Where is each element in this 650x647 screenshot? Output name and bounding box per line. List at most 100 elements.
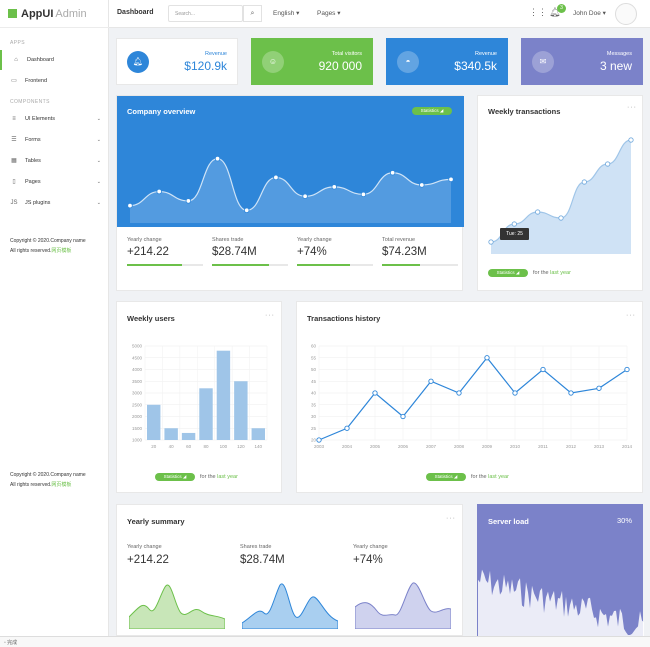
tag-label: Statistics (420, 108, 439, 113)
sidebar-item-label: Frontend (25, 78, 48, 84)
chevron-down-icon: ⌄ (96, 137, 101, 143)
notification-badge: 3 (557, 4, 566, 13)
y-tick-label: 60 (311, 344, 317, 349)
sidebar-item-forms[interactable]: ☰ Forms ⌄ (0, 130, 109, 150)
kpi-label: Yearly change (353, 544, 388, 550)
y-tick-label: 55 (311, 355, 317, 360)
kpi-yearly-change: Yearly change +214.22 (127, 237, 203, 266)
monitor-icon: ▭ (11, 77, 17, 84)
y-tick-label: 45 (311, 379, 317, 384)
page-icon: ▯ (12, 178, 16, 185)
rights-link[interactable]: 网页模板 (51, 248, 72, 254)
sidebar-item-ui-elements[interactable]: ≡ UI Elements ⌄ (0, 109, 109, 129)
weekly-users-chart: 5000 4500 4000 3500 3000 2500 2000 1500 1000 20 40… (132, 344, 268, 449)
kpi-label: Yearly change (127, 544, 162, 550)
transactions-point (558, 215, 564, 221)
tag-label: Statistics (496, 270, 515, 275)
footer-link[interactable]: last year (550, 270, 571, 276)
weekly-transactions-chart (488, 137, 634, 254)
logo-name: AppUI (21, 7, 54, 20)
kpi-value: +214.22 (127, 246, 169, 258)
sidebar-item-pages[interactable]: ▯ Pages ⌄ (0, 172, 109, 192)
status-text: 完成 (7, 640, 18, 646)
summary-kpi: Yearly change +214.22 (127, 544, 169, 566)
more-icon[interactable]: ··· (446, 515, 456, 522)
stat-card-revenue-2: ◓ Revenue $340.5k (386, 38, 508, 85)
sidebar-item-frontend[interactable]: ▭ Frontend (0, 71, 109, 91)
footer-link[interactable]: last year (488, 474, 509, 480)
x-tick-label: 20 (151, 444, 157, 449)
history-point (624, 366, 630, 373)
layers-icon: ≡ (12, 115, 16, 122)
chart-tooltip: Tue: 25 (500, 228, 529, 240)
rights-link[interactable]: 网页模板 (51, 482, 72, 488)
chevron-down-icon: ⌄ (96, 200, 101, 206)
apps-grid-icon[interactable]: ⋮⋮ (529, 7, 547, 17)
history-point (568, 390, 574, 396)
footer-link[interactable]: last year (217, 474, 238, 480)
copyright-block: Copyright © 2020.Company name All rights… (10, 236, 86, 256)
more-icon[interactable]: ··· (627, 104, 637, 111)
user-menu[interactable]: John Doe ▾ (573, 9, 606, 17)
sidebar: AppUI Admin APPS ⌂ Dashboard ▭ Frontend CO… (0, 0, 109, 647)
y-tick-label: 5000 (132, 344, 143, 349)
kpi-label: Yearly change (127, 237, 162, 243)
pages-dropdown[interactable]: Pages ▾ (317, 9, 341, 17)
statistics-tag[interactable]: Statistics ◢ (155, 473, 195, 481)
search-icon[interactable]: ⌕ (243, 5, 262, 22)
topbar: Dashboard Search... ⌕ English ▾ Pages ▾ … (109, 0, 650, 28)
overview-point (214, 155, 221, 162)
stat-value: $120.9k (184, 58, 227, 73)
y-tick-label: 35 (311, 402, 317, 407)
history-point (512, 390, 518, 396)
tag-label: Statistics (434, 474, 453, 479)
transactions-history-card: Transactions history ··· 60 55 50 45 40 35 30 2… (296, 301, 643, 493)
tag-label: Statistics (163, 474, 182, 479)
bar (164, 428, 178, 440)
page-title: Dashboard (117, 9, 154, 16)
bar (216, 350, 231, 440)
language-dropdown[interactable]: English ▾ (273, 9, 299, 17)
more-icon[interactable]: ··· (626, 312, 636, 319)
language-label: English (273, 10, 295, 17)
sidebar-item-js-plugins[interactable]: JS JS plugins ⌄ (0, 193, 109, 213)
logo-suffix: Admin (55, 7, 87, 20)
weekly-users-card: Weekly users ··· 5000 4500 4000 3500 3000 250… (116, 301, 282, 493)
stat-value: 920 000 (318, 58, 362, 73)
kpi-value: +74% (297, 246, 327, 258)
transactions-point (628, 137, 634, 143)
avatar[interactable] (615, 3, 637, 25)
x-tick-label: 100 (220, 444, 228, 449)
statistics-tag[interactable]: Statistics ◢ (426, 473, 466, 481)
server-load-chart (478, 569, 644, 637)
server-load-area (478, 569, 644, 637)
summary-kpi: Yearly change +74% (353, 544, 388, 566)
sparkline-area (242, 583, 338, 629)
bell-icon[interactable]: 🔔︎ (549, 7, 561, 17)
bar (234, 381, 248, 440)
y-tick-label: 3000 (132, 391, 143, 396)
kpi-value: $74.23M (382, 246, 427, 258)
app-logo[interactable]: AppUI Admin (0, 0, 109, 28)
more-icon[interactable]: ··· (265, 312, 275, 319)
stat-card-revenue: 🔔︎ Revenue $120.9k (116, 38, 238, 85)
kpi-shares-trade: Shares trade $28.74M (212, 237, 288, 266)
search-input[interactable]: Search... (168, 5, 243, 22)
footer-text: for the (533, 270, 549, 276)
table-icon: ▦ (11, 157, 17, 164)
kpi-label: Shares trade (240, 544, 272, 550)
kpi-label: Shares trade (212, 237, 244, 243)
sidebar-item-label: JS plugins (25, 200, 51, 206)
sidebar-item-dashboard[interactable]: ⌂ Dashboard (0, 50, 109, 70)
sidebar-item-tables[interactable]: ▦ Tables ⌄ (0, 151, 109, 171)
statistics-tag[interactable]: Statistics ◢ (412, 107, 452, 115)
card-title: Server load (488, 517, 529, 526)
sparkline-area (129, 584, 225, 629)
kpi-progress (382, 264, 458, 266)
sidebar-item-label: Forms (25, 137, 41, 143)
statistics-tag[interactable]: Statistics ◢ (488, 269, 528, 277)
x-tick-label: 2005 (370, 444, 381, 449)
apps-heading: APPS (10, 40, 25, 46)
history-point (540, 366, 546, 373)
server-load-value: 30% (616, 516, 632, 525)
